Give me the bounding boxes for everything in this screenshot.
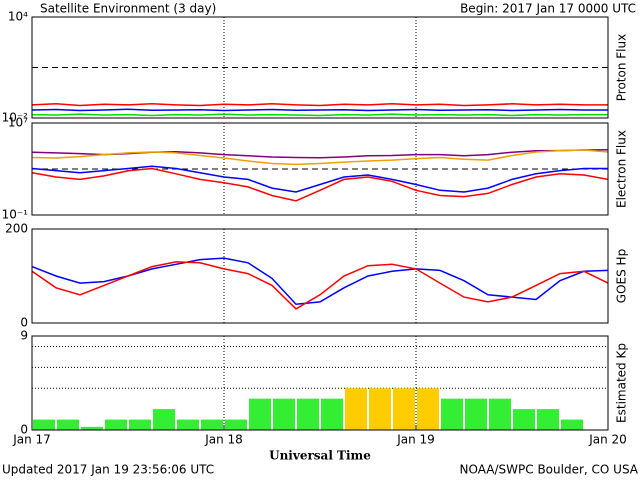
y-tick-label: 9 xyxy=(20,329,28,343)
y-axis-label: GOES Hp xyxy=(615,249,629,303)
x-axis-label: Universal Time xyxy=(269,449,371,463)
bar xyxy=(297,398,319,430)
bar xyxy=(105,419,127,430)
y-axis-label: Electron Flux xyxy=(615,130,629,208)
data-line xyxy=(31,167,609,202)
bar xyxy=(489,398,511,430)
data-line xyxy=(31,103,608,107)
y-tick-label: 10⁷ xyxy=(8,116,28,130)
x-tick-label: Jan 20 xyxy=(588,433,627,447)
bar xyxy=(465,398,487,430)
data-line xyxy=(31,261,609,310)
x-tick-label: Jan 18 xyxy=(204,433,243,447)
bar xyxy=(369,388,391,430)
y-tick-label: 10⁴ xyxy=(8,10,28,24)
bar xyxy=(441,398,463,430)
y-tick-label: 10⁻² xyxy=(2,111,29,125)
bar xyxy=(249,398,271,430)
x-tick-label: Jan 19 xyxy=(396,433,435,447)
panel-frame xyxy=(31,16,609,119)
panel-frame xyxy=(31,228,609,324)
data-line xyxy=(31,108,608,112)
y-tick-label: 10⁻¹ xyxy=(2,208,29,222)
chart-title: Satellite Environment (3 day) xyxy=(40,2,216,16)
y-axis-label: Proton Flux xyxy=(615,34,629,101)
bar xyxy=(321,398,343,430)
begin-time: Begin: 2017 Jan 17 0000 UTC xyxy=(460,2,636,16)
bar xyxy=(81,426,103,430)
bar xyxy=(513,409,535,430)
panel-frame xyxy=(31,122,609,216)
bar xyxy=(153,409,175,430)
bar xyxy=(225,419,247,430)
panel-frame xyxy=(31,335,609,431)
bar xyxy=(201,419,223,430)
bar xyxy=(393,388,415,430)
bar xyxy=(417,388,439,430)
bar xyxy=(345,388,367,430)
credit: NOAA/SWPC Boulder, CO USA xyxy=(460,463,639,477)
data-line xyxy=(31,149,609,166)
y-tick-label: 0 xyxy=(20,316,28,330)
bar xyxy=(57,419,79,430)
updated-time: Updated 2017 Jan 19 23:56:06 UTC xyxy=(2,463,214,477)
y-axis-label: Estimated Kp xyxy=(615,343,629,423)
bar xyxy=(561,419,583,430)
data-line xyxy=(31,113,608,117)
bar xyxy=(537,409,559,430)
data-line xyxy=(31,165,608,193)
x-tick-label: Jan 17 xyxy=(12,433,51,447)
bar xyxy=(177,419,199,430)
bar xyxy=(129,419,151,430)
bar xyxy=(273,398,295,430)
y-tick-label: 200 xyxy=(5,222,28,236)
bar xyxy=(33,419,55,430)
y-tick-label: 0 xyxy=(20,423,28,437)
